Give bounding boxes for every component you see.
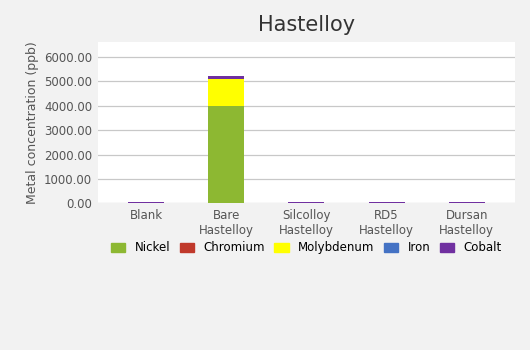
Bar [208,106,244,203]
Bar [128,202,164,203]
Bar [368,202,405,203]
Bar [208,76,244,79]
Bar [449,202,485,203]
Title: Hastelloy: Hastelloy [258,15,355,35]
Bar [288,202,324,203]
Legend: Nickel, Chromium, Molybdenum, Iron, Cobalt: Nickel, Chromium, Molybdenum, Iron, Coba… [107,237,506,259]
Bar [208,79,244,106]
Y-axis label: Metal concentration (ppb): Metal concentration (ppb) [25,41,39,204]
